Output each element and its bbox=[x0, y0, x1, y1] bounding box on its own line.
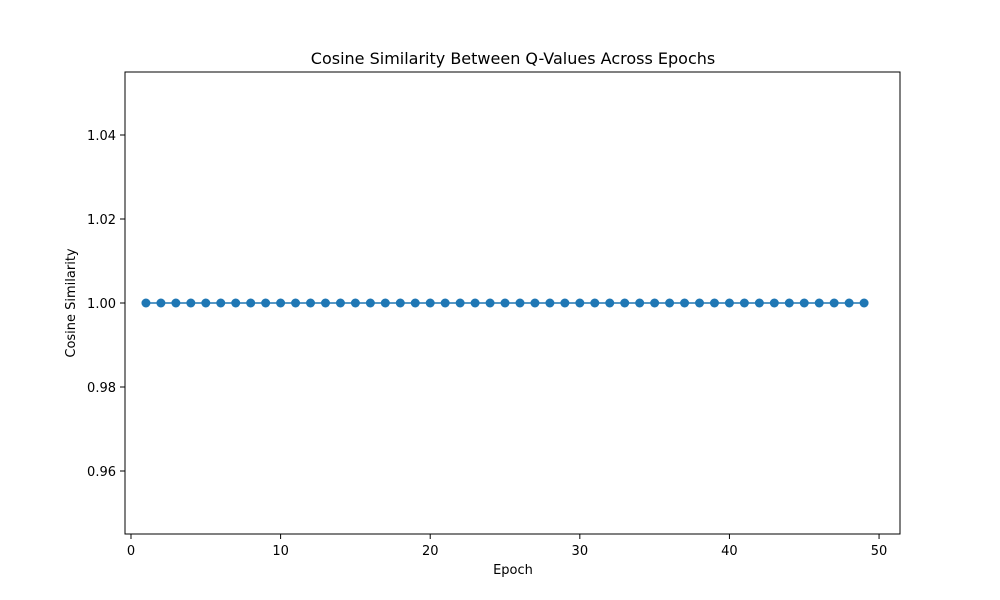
data-point bbox=[261, 298, 271, 308]
data-point bbox=[500, 298, 510, 308]
x-axis: 0 10 20 30 40 50 bbox=[127, 534, 887, 559]
x-tick-label: 50 bbox=[871, 544, 888, 559]
data-point bbox=[545, 298, 555, 308]
data-point bbox=[156, 298, 166, 308]
data-point bbox=[635, 298, 645, 308]
data-point bbox=[291, 298, 301, 308]
data-point bbox=[425, 298, 435, 308]
data-point bbox=[141, 298, 151, 308]
data-point bbox=[515, 298, 525, 308]
data-point bbox=[231, 298, 241, 308]
x-axis-label: Epoch bbox=[493, 563, 533, 578]
data-point bbox=[171, 298, 181, 308]
data-point bbox=[620, 298, 630, 308]
data-point bbox=[560, 298, 570, 308]
data-point bbox=[455, 298, 465, 308]
x-tick-label: 40 bbox=[721, 544, 738, 559]
data-point bbox=[530, 298, 540, 308]
data-point bbox=[665, 298, 675, 308]
chart-title: Cosine Similarity Between Q-Values Acros… bbox=[311, 49, 715, 68]
x-tick-label: 30 bbox=[572, 544, 589, 559]
y-axis-label: Cosine Similarity bbox=[64, 248, 79, 358]
data-point bbox=[216, 298, 226, 308]
data-point bbox=[350, 298, 360, 308]
x-tick-label: 20 bbox=[422, 544, 439, 559]
data-point bbox=[754, 298, 764, 308]
data-point bbox=[814, 298, 824, 308]
data-point bbox=[709, 298, 719, 308]
data-point bbox=[605, 298, 615, 308]
data-point bbox=[650, 298, 660, 308]
data-point bbox=[306, 298, 316, 308]
data-point bbox=[246, 298, 256, 308]
plot-frame bbox=[124, 71, 901, 535]
data-point bbox=[470, 298, 480, 308]
data-point bbox=[739, 298, 749, 308]
data-point bbox=[440, 298, 450, 308]
data-point bbox=[410, 298, 420, 308]
data-point bbox=[590, 298, 600, 308]
data-point bbox=[201, 298, 211, 308]
data-point bbox=[485, 298, 495, 308]
data-point bbox=[844, 298, 854, 308]
data-point bbox=[186, 298, 196, 308]
data-point bbox=[395, 298, 405, 308]
data-point bbox=[784, 298, 794, 308]
data-point bbox=[575, 298, 585, 308]
data-point bbox=[335, 298, 345, 308]
data-point bbox=[695, 298, 705, 308]
y-tick-label: 1.04 bbox=[87, 129, 116, 144]
y-axis: 0.96 0.98 1.00 1.02 1.04 bbox=[87, 129, 125, 480]
y-tick-label: 0.98 bbox=[87, 381, 116, 396]
data-point bbox=[320, 298, 330, 308]
data-point bbox=[859, 298, 869, 308]
data-point bbox=[276, 298, 286, 308]
data-point bbox=[680, 298, 690, 308]
data-point bbox=[380, 298, 390, 308]
x-tick-label: 0 bbox=[127, 544, 135, 559]
data-point bbox=[799, 298, 809, 308]
y-tick-label: 1.00 bbox=[87, 297, 116, 312]
y-tick-label: 1.02 bbox=[87, 213, 116, 228]
x-tick-label: 10 bbox=[272, 544, 289, 559]
y-tick-label: 0.96 bbox=[87, 465, 116, 480]
series-markers bbox=[141, 298, 869, 308]
data-point bbox=[769, 298, 779, 308]
data-point bbox=[365, 298, 375, 308]
data-point bbox=[829, 298, 839, 308]
data-point bbox=[724, 298, 734, 308]
